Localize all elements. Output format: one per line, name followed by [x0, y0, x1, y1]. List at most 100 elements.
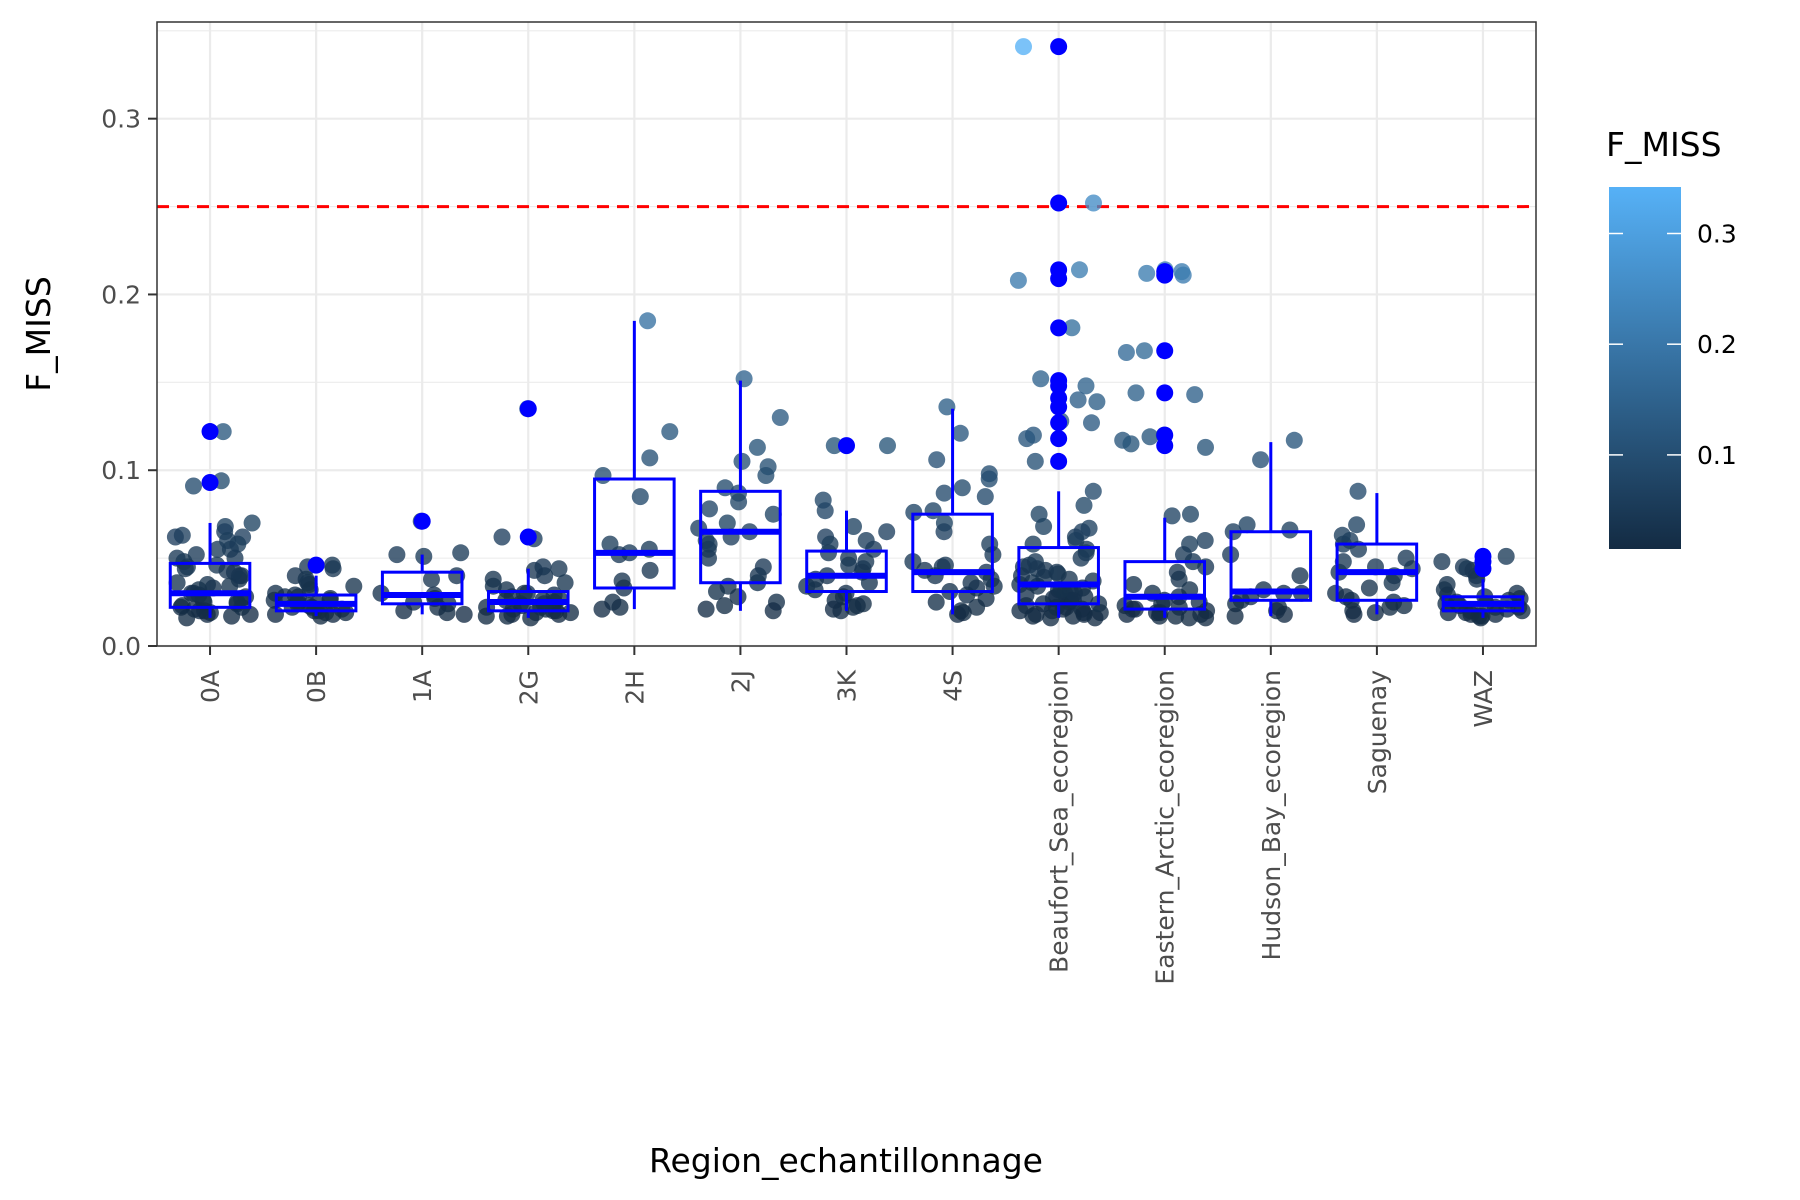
data-point: [708, 583, 725, 600]
data-point: [1381, 598, 1399, 616]
outlier-point: [519, 528, 537, 546]
data-point: [935, 484, 953, 502]
data-point: [550, 560, 568, 578]
box-3K: [805, 437, 888, 611]
x-tick-label: Beaufort_Sea_ecoregion: [1045, 670, 1074, 973]
data-point: [1063, 319, 1081, 337]
data-point: [345, 577, 363, 595]
data-point: [968, 598, 986, 616]
data-point: [1127, 384, 1145, 402]
legend-tick-label: 0.3: [1697, 219, 1737, 248]
y-tick-label: 0.1: [101, 456, 141, 485]
data-point: [951, 424, 969, 442]
box-WAZ: [1441, 547, 1525, 618]
box-iqr: [805, 549, 888, 594]
data-point: [1163, 507, 1181, 525]
data-point: [593, 600, 611, 618]
data-point: [1086, 609, 1104, 627]
data-point: [1226, 607, 1244, 625]
legend-colorbar: [1609, 187, 1681, 549]
data-point: [1345, 605, 1363, 623]
box-iqr: [1017, 546, 1100, 606]
data-point: [166, 528, 184, 546]
x-tick-label: 2J: [726, 670, 755, 693]
y-axis: 0.0 0.1 0.2 0.3: [101, 105, 157, 661]
data-point: [337, 604, 355, 622]
data-point: [730, 493, 748, 511]
data-point: [415, 547, 433, 565]
data-point: [1083, 414, 1100, 432]
data-point: [214, 423, 232, 441]
box-2H: [593, 320, 676, 610]
x-axis: 0A 0B 1A 2G 2H 2J 3K 4S Beaufort_Sea_ecoregion Ea…: [196, 646, 1498, 985]
outlier-point: [1050, 38, 1068, 56]
data-point: [816, 502, 834, 520]
box-1A: [380, 512, 464, 615]
box-0B: [274, 556, 358, 617]
data-point: [1497, 547, 1515, 565]
data-point: [729, 588, 747, 606]
box-Eastern_Arctic_ecoregion: [1123, 263, 1207, 618]
data-point: [1383, 574, 1401, 592]
data-point: [700, 549, 717, 567]
data-point: [1275, 605, 1293, 623]
data-point: [879, 437, 896, 455]
data-point: [1075, 496, 1093, 514]
data-point: [438, 604, 456, 622]
x-tick-label: Hudson_Bay_ecoregion: [1257, 670, 1286, 960]
outlier-point: [1156, 342, 1174, 360]
data-point: [1348, 516, 1366, 534]
data-point: [701, 500, 718, 518]
x-tick-label: 1A: [408, 670, 437, 703]
boxes-layer: [168, 38, 1525, 618]
data-point: [452, 544, 470, 562]
legend-ticks: 0.1 0.2 0.3: [1609, 219, 1737, 470]
x-tick-label: 2H: [620, 670, 649, 705]
data-point: [1011, 602, 1029, 620]
data-point: [388, 546, 406, 564]
data-point: [1472, 609, 1490, 627]
data-point: [733, 452, 751, 470]
outlier-point: [519, 400, 537, 418]
x-tick-label: 3K: [833, 669, 862, 702]
box-Hudson_Bay_ecoregion: [1229, 442, 1313, 617]
data-point: [1085, 194, 1102, 212]
data-point: [1125, 576, 1143, 593]
data-point: [185, 477, 202, 495]
data-point: [324, 560, 342, 578]
data-point: [1180, 609, 1198, 627]
data-point: [1069, 391, 1087, 409]
data-point: [1026, 452, 1044, 470]
data-point: [1117, 344, 1135, 361]
data-point: [1018, 430, 1036, 448]
data-point: [594, 467, 612, 484]
data-point: [218, 561, 236, 579]
data-point: [661, 423, 679, 441]
data-point: [1138, 264, 1156, 282]
data-point: [825, 437, 843, 455]
x-tick-label: 2G: [514, 670, 543, 705]
legend-title: F_MISS: [1606, 125, 1722, 164]
data-point: [1174, 266, 1192, 284]
data-point: [820, 544, 837, 562]
data-point: [1285, 431, 1303, 449]
outlier-point: [1050, 270, 1068, 288]
outlier-point: [1474, 560, 1492, 578]
data-point: [716, 597, 734, 615]
outlier-point: [1050, 398, 1068, 416]
outlier-point: [1156, 266, 1174, 284]
data-point: [631, 488, 649, 506]
box-Saguenay: [1335, 493, 1419, 615]
data-point: [764, 602, 782, 620]
legend-tick-label: 0.1: [1697, 441, 1737, 470]
data-point: [1122, 435, 1140, 453]
data-point: [771, 409, 789, 426]
legend-tick-label: 0.2: [1697, 330, 1737, 359]
data-point: [550, 605, 568, 623]
data-point: [1238, 516, 1256, 534]
data-point: [1035, 518, 1053, 535]
data-point: [522, 609, 540, 627]
data-point: [641, 449, 659, 467]
data-point: [1360, 579, 1378, 597]
